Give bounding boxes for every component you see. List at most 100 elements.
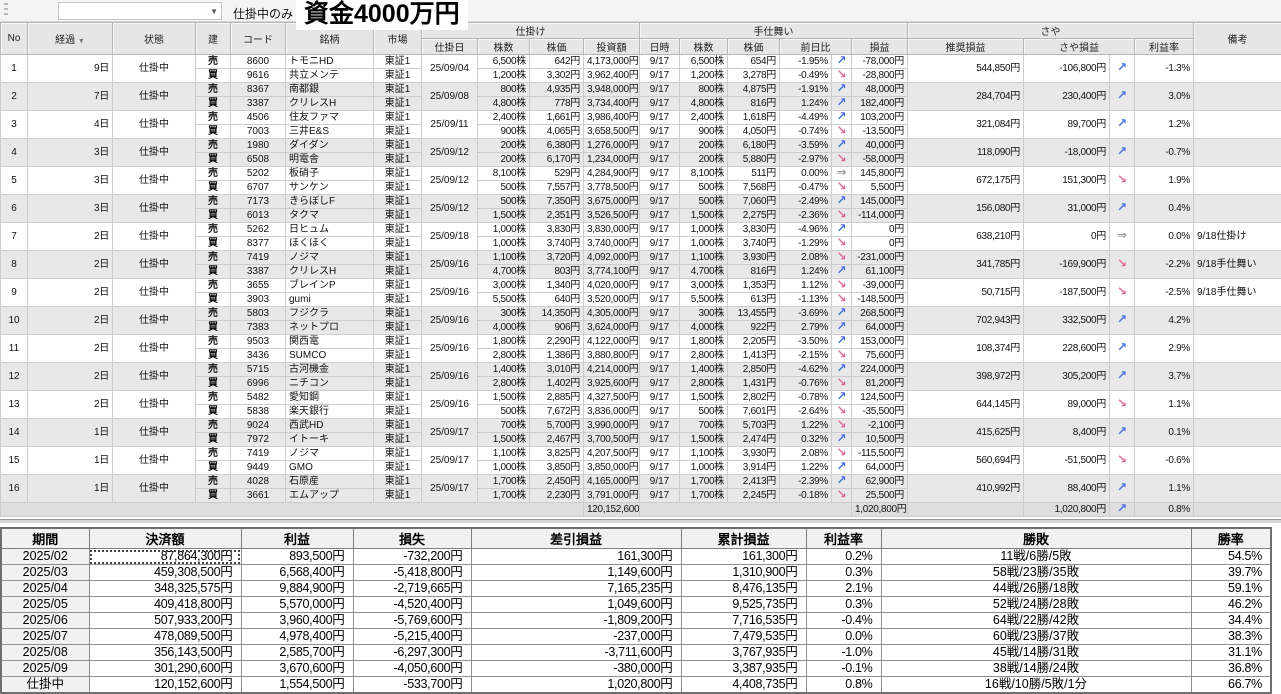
profit-rate[interactable]: 0.2% (806, 549, 881, 565)
net-profit-loss[interactable]: 1,149,600円 (471, 565, 681, 581)
settled-amount[interactable]: 87,864,300円 (89, 549, 241, 565)
col-header-pl[interactable]: 損益 (852, 39, 908, 55)
profit[interactable]: 893,500円 (241, 549, 353, 565)
cumulative-profit-loss[interactable]: 9,525,735円 (681, 597, 806, 613)
col-header-entry-date[interactable]: 仕掛日 (422, 39, 478, 55)
profit[interactable]: 5,570,000円 (241, 597, 353, 613)
period[interactable]: 仕掛中 (1, 677, 89, 694)
win-loss-record[interactable]: 11戦/6勝/5敗 (881, 549, 1191, 565)
period[interactable]: 2025/06 (1, 613, 89, 629)
col-header-code[interactable]: コード (231, 23, 286, 55)
cumulative-profit-loss[interactable]: 161,300円 (681, 549, 806, 565)
net-profit-loss[interactable]: -1,809,200円 (471, 613, 681, 629)
loss[interactable]: -732,200円 (353, 549, 471, 565)
profit[interactable]: 4,978,400円 (241, 629, 353, 645)
profit[interactable]: 3,960,400円 (241, 613, 353, 629)
settled-amount[interactable]: 478,089,500円 (89, 629, 241, 645)
period[interactable]: 2025/07 (1, 629, 89, 645)
col-header-exit-price[interactable]: 株価 (728, 39, 780, 55)
win-loss-record[interactable]: 44戦/26勝/18敗 (881, 581, 1191, 597)
col-header-elapsed[interactable]: 経過 ▼ (28, 23, 113, 55)
win-rate[interactable]: 39.7% (1191, 565, 1271, 581)
settled-amount[interactable]: 301,290,600円 (89, 661, 241, 677)
net-profit-loss[interactable]: -3,711,600円 (471, 645, 681, 661)
col-header-no[interactable]: No (1, 23, 28, 55)
win-rate[interactable]: 31.1% (1191, 645, 1271, 661)
filter-label[interactable]: 仕掛中のみ (233, 5, 293, 22)
col-header-investment[interactable]: 投資額 (584, 39, 640, 55)
net-profit-loss[interactable]: 1,049,600円 (471, 597, 681, 613)
cumulative-profit-loss[interactable]: 8,476,135円 (681, 581, 806, 597)
col-header-exit-date[interactable]: 日時 (640, 39, 680, 55)
win-rate[interactable]: 59.1% (1191, 581, 1271, 597)
win-loss-record[interactable]: 52戦/24勝/28敗 (881, 597, 1191, 613)
win-rate[interactable]: 36.8% (1191, 661, 1271, 677)
loss[interactable]: -2,719,665円 (353, 581, 471, 597)
loss[interactable]: -4,050,600円 (353, 661, 471, 677)
net-profit-loss[interactable]: -237,000円 (471, 629, 681, 645)
win-loss-record[interactable]: 38戦/14勝/24敗 (881, 661, 1191, 677)
period[interactable]: 2025/04 (1, 581, 89, 597)
settled-amount[interactable]: 120,152,600円 (89, 677, 241, 694)
win-loss-record[interactable]: 45戦/14勝/31敗 (881, 645, 1191, 661)
loss[interactable]: -5,215,400円 (353, 629, 471, 645)
period[interactable]: 2025/09 (1, 661, 89, 677)
profit[interactable]: 3,670,600円 (241, 661, 353, 677)
loss[interactable]: -4,520,400円 (353, 597, 471, 613)
period[interactable]: 2025/03 (1, 565, 89, 581)
profit-rate[interactable]: 0.3% (806, 565, 881, 581)
net-profit-loss[interactable]: 7,165,235円 (471, 581, 681, 597)
col-header-rate[interactable]: 利益率 (1135, 39, 1194, 55)
profit[interactable]: 1,554,500円 (241, 677, 353, 694)
net-profit-loss[interactable]: -380,000円 (471, 661, 681, 677)
net-profit-loss[interactable]: 1,020,800円 (471, 677, 681, 694)
net-profit-loss[interactable]: 161,300円 (471, 549, 681, 565)
col-header-note[interactable]: 備考 (1194, 23, 1281, 55)
col-header-side[interactable]: 建 (196, 23, 231, 55)
win-rate[interactable]: 46.2% (1191, 597, 1271, 613)
cumulative-profit-loss[interactable]: 7,479,535円 (681, 629, 806, 645)
win-rate[interactable]: 38.3% (1191, 629, 1271, 645)
win-loss-record[interactable]: 58戦/23勝/35敗 (881, 565, 1191, 581)
col-header-exit-shares[interactable]: 株数 (680, 39, 728, 55)
settled-amount[interactable]: 409,418,800円 (89, 597, 241, 613)
win-loss-record[interactable]: 64戦/22勝/42敗 (881, 613, 1191, 629)
settled-amount[interactable]: 459,308,500円 (89, 565, 241, 581)
win-rate[interactable]: 66.7% (1191, 677, 1271, 694)
col-header-change[interactable]: 前日比 (780, 39, 852, 55)
col-header-reco[interactable]: 推奨損益 (908, 39, 1024, 55)
settled-amount[interactable]: 348,325,575円 (89, 581, 241, 597)
win-rate[interactable]: 54.5% (1191, 549, 1271, 565)
profit[interactable]: 9,884,900円 (241, 581, 353, 597)
col-header-saya[interactable]: さや損益 (1024, 39, 1135, 55)
profit-rate[interactable]: 0.0% (806, 629, 881, 645)
col-header-entry-price[interactable]: 株価 (530, 39, 584, 55)
col-header-entry-shares[interactable]: 株数 (478, 39, 530, 55)
cumulative-profit-loss[interactable]: 1,310,900円 (681, 565, 806, 581)
cumulative-profit-loss[interactable]: 7,716,535円 (681, 613, 806, 629)
profit-rate[interactable]: -0.4% (806, 613, 881, 629)
cumulative-profit-loss[interactable]: 4,408,735円 (681, 677, 806, 694)
period[interactable]: 2025/02 (1, 549, 89, 565)
profit-rate[interactable]: 0.8% (806, 677, 881, 694)
profit-rate[interactable]: -0.1% (806, 661, 881, 677)
loss[interactable]: -6,297,300円 (353, 645, 471, 661)
profit-rate[interactable]: 0.3% (806, 597, 881, 613)
period[interactable]: 2025/08 (1, 645, 89, 661)
period[interactable]: 2025/05 (1, 597, 89, 613)
loss[interactable]: -533,700円 (353, 677, 471, 694)
